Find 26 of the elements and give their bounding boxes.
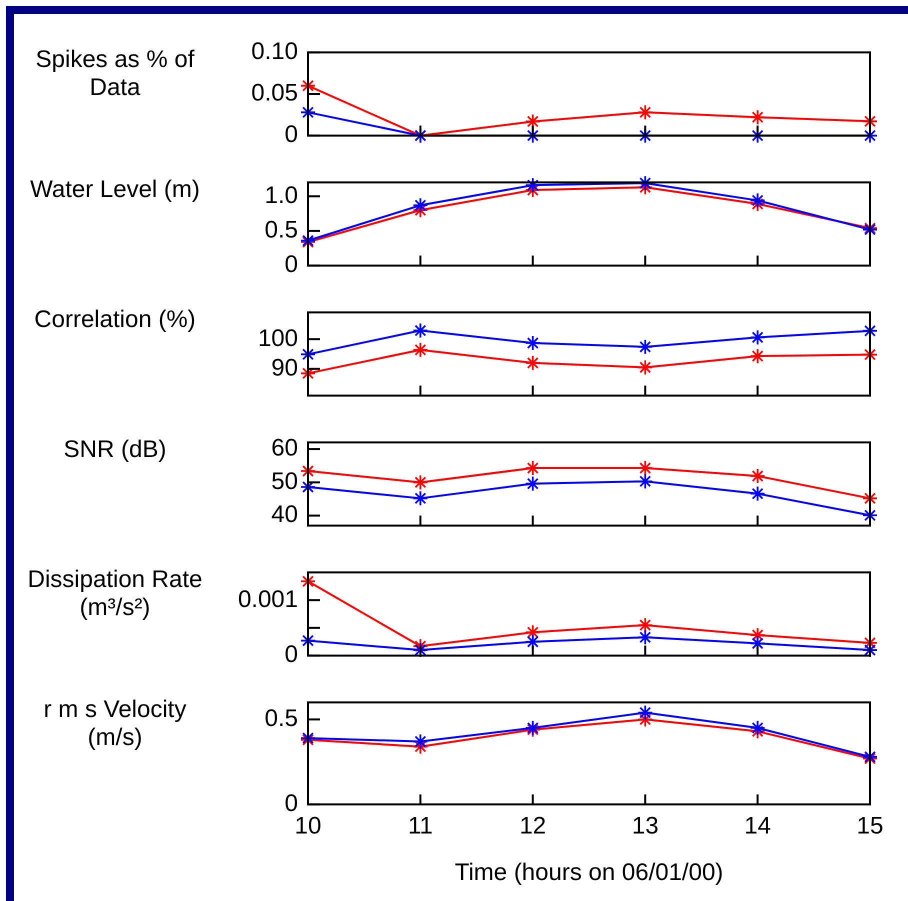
y-tick-label: 0.001 [238, 586, 298, 613]
y-tick-label: 60 [271, 434, 298, 462]
y-tick-label: 0.5 [264, 705, 298, 732]
y-tick-label: 0.05 [251, 80, 298, 107]
y-axis-title: Water Level (m) [29, 176, 201, 204]
x-tick-label: 14 [744, 812, 771, 840]
x-tick-label: 13 [632, 812, 659, 840]
x-tick-label: 11 [408, 812, 433, 840]
y-axis-title: SNR (dB) [62, 436, 168, 464]
y-tick-label: 90 [271, 354, 298, 382]
y-tick-label: 0.5 [264, 216, 298, 244]
x-tick-label: 12 [519, 812, 546, 840]
y-tick-label: 0 [284, 641, 298, 668]
x-tick-label: 15 [856, 812, 884, 840]
y-axis-title: Spikes as % of Data [34, 46, 196, 102]
y-tick-label: 100 [258, 324, 298, 352]
y-tick-label: 1.0 [264, 182, 298, 209]
y-tick-label: 0 [284, 251, 298, 278]
y-tick-label: 0.10 [251, 38, 298, 66]
y-tick-label: 50 [271, 468, 298, 495]
y-axis-title: Correlation (%) [33, 306, 197, 334]
y-tick-label: 40 [271, 501, 298, 528]
y-axis-title: r m s Velocity (m/s) [42, 696, 188, 752]
y-tick-label: 0 [284, 121, 298, 148]
x-axis-title: Time (hours on 06/01/00) [454, 859, 724, 886]
y-axis-title: Dissipation Rate (m³/s²) [26, 566, 204, 622]
